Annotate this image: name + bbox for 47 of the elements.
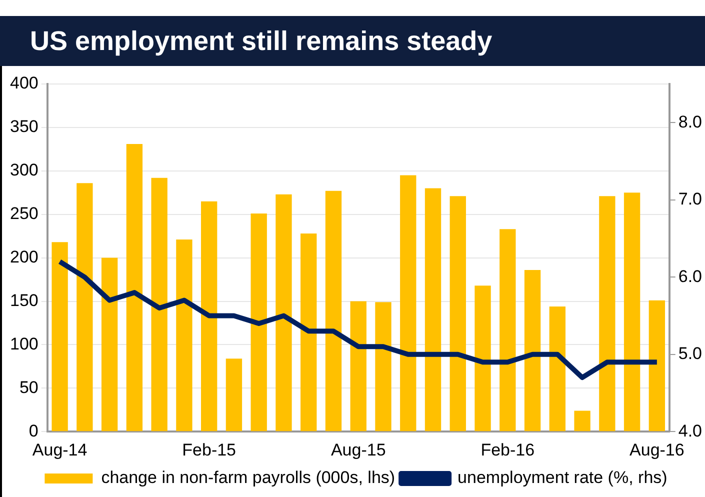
bar: [624, 192, 640, 432]
bar: [76, 183, 93, 432]
chart-title: US employment still remains steady: [0, 16, 705, 66]
x-tick-label: Feb-16: [480, 440, 535, 460]
bar: [375, 302, 392, 432]
bar: [599, 196, 616, 432]
y-tick-label: 350: [10, 117, 38, 136]
x-tick-label: Aug-16: [630, 440, 684, 460]
y2-tick-label: 7.0: [678, 190, 702, 209]
y-tick-label: 0: [28, 421, 38, 440]
y-tick-label: 200: [10, 247, 38, 266]
bar: [201, 201, 218, 432]
bar: [474, 286, 491, 432]
y-tick-label: 400: [10, 74, 38, 93]
y2-tick-label: 8.0: [678, 112, 702, 132]
bar: [101, 258, 118, 432]
bar: [450, 196, 466, 432]
bar: [250, 213, 267, 432]
bar: [424, 188, 442, 432]
bar: [126, 144, 143, 432]
bar: [52, 242, 68, 432]
legend-label: change in non-farm payrolls (000s, lhs): [101, 468, 396, 488]
bar: [300, 233, 317, 432]
bar: [176, 240, 192, 432]
bar: [151, 178, 168, 432]
x-tick-label: Aug-15: [330, 440, 386, 460]
bar: [350, 301, 366, 432]
bar: [226, 358, 242, 432]
bar: [549, 306, 566, 432]
y2-tick-label: 6.0: [678, 266, 702, 286]
legend-label: unemployment rate (%, rhs): [458, 468, 668, 488]
y-tick-label: 300: [10, 160, 38, 180]
y-tick-label: 250: [10, 204, 38, 224]
bar: [648, 300, 666, 432]
bar: [574, 410, 590, 432]
x-tick-label: Aug-14: [32, 440, 88, 460]
bar: [276, 194, 292, 432]
y-tick-label: 150: [10, 290, 38, 310]
y2-tick-label: 5.0: [678, 344, 702, 364]
x-tick-label: Feb-15: [182, 440, 236, 460]
bar: [500, 229, 516, 432]
y-tick-label: 50: [19, 378, 38, 397]
y-tick-label: 100: [10, 334, 38, 354]
y2-tick-label: 4.0: [678, 421, 702, 440]
bar: [400, 175, 416, 432]
bar: [524, 270, 541, 432]
bar: [325, 190, 342, 432]
